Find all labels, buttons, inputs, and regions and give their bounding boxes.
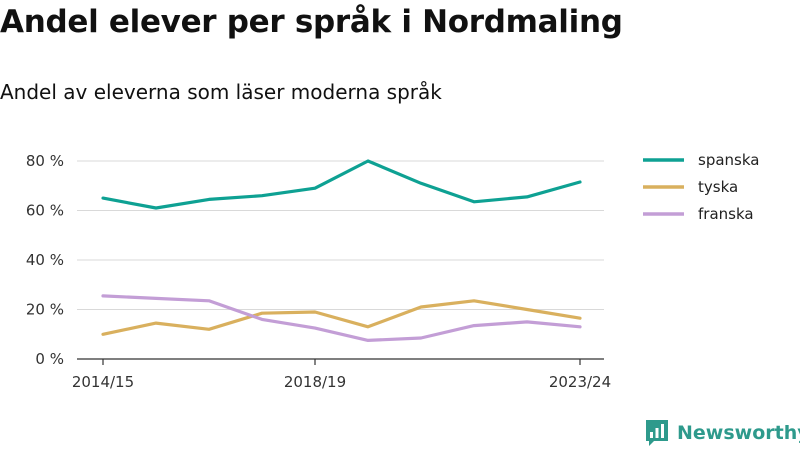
y-tick-label: 60 % <box>26 202 64 220</box>
legend-label-franska: franska <box>698 205 754 223</box>
gridlines <box>77 160 604 310</box>
y-tick-label: 0 % <box>35 350 64 368</box>
x-tick-label: 2018/19 <box>284 373 346 391</box>
series-line-tyska <box>101 299 582 336</box>
chart-axes: 0 % 20 % 40 % 60 % 80 % 2014/15 2018/19 2023/24 <box>26 152 611 391</box>
newsworthy-brand: Newsworthy <box>645 419 800 447</box>
legend-label-spanska: spanska <box>698 151 759 169</box>
y-tick-label: 40 % <box>26 251 64 269</box>
legend: spanska tyska franska <box>643 151 759 223</box>
chart-subtitle: Andel av eleverna som läser moderna språ… <box>0 80 442 104</box>
newsworthy-logo-icon <box>646 420 668 446</box>
series-line-spanska <box>101 159 582 210</box>
legend-label-tyska: tyska <box>698 178 738 196</box>
x-tick-label: 2014/15 <box>72 373 134 391</box>
y-tick-label: 80 % <box>26 152 64 170</box>
y-tick-label: 20 % <box>26 301 64 319</box>
chart-title: Andel elever per språk i Nordmaling <box>0 4 623 40</box>
brand-name: Newsworthy <box>677 422 800 444</box>
data-series <box>101 159 582 342</box>
series-line-franska <box>101 294 582 342</box>
x-tick-label: 2023/24 <box>549 373 611 391</box>
